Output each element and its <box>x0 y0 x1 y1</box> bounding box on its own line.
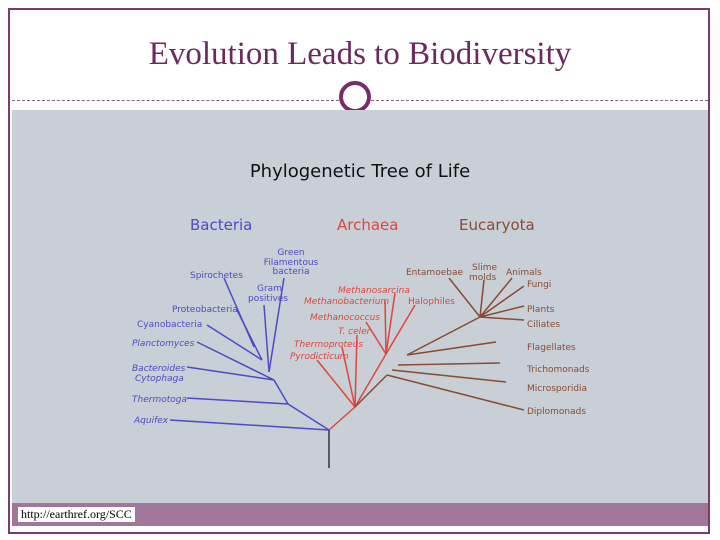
branch-thermoproteus <box>341 346 356 408</box>
branch-halophiles <box>385 304 416 355</box>
label-fungi: Fungi <box>527 280 551 290</box>
label-thermotoga: Thermotoga <box>132 395 187 405</box>
branch-slime-molds <box>479 279 485 318</box>
domain-eucaryota: Eucaryota <box>459 216 535 234</box>
label-planctomyces: Planctomyces <box>132 339 195 349</box>
branch-thermotoga <box>186 397 289 405</box>
branch-aquifex <box>169 419 330 431</box>
branch-cyanobacteria <box>206 324 263 361</box>
label-entamoebae: Entamoebae <box>406 268 463 278</box>
label-methanosarcina: Methanosarcina <box>338 286 410 296</box>
branch-spirochetes <box>223 277 255 348</box>
branch-diplomonads <box>386 374 525 411</box>
slide-frame <box>8 8 710 534</box>
archaea-branches <box>316 292 416 431</box>
branch-planctomyces <box>196 341 275 381</box>
label-methanococcus: Methanococcus <box>310 313 380 323</box>
title-ring-ornament <box>339 81 371 113</box>
label-aquifex: Aquifex <box>133 416 169 426</box>
label-plants: Plants <box>527 305 555 315</box>
label-gram-2: positives <box>248 294 288 304</box>
label-green-filamentous-1: Green <box>277 248 304 258</box>
branch-methanobacterium <box>384 299 387 355</box>
branch-t-celer <box>354 334 358 408</box>
label-proteobacteria: Proteobacteria <box>172 305 238 315</box>
label-slime-2: molds <box>469 273 496 283</box>
branch-methanosarcina <box>385 292 396 355</box>
label-animals: Animals <box>506 268 542 278</box>
branch-animals <box>479 277 513 318</box>
eucaryota-branches <box>354 277 525 411</box>
branch-green-filamentous <box>268 277 285 373</box>
branch-methanococcus <box>365 321 387 355</box>
label-bacteroides-1: Bacteroides <box>132 364 186 374</box>
label-flagellates: Flagellates <box>527 343 576 353</box>
bacteria-branches <box>169 277 330 431</box>
label-green-filamentous-2: Filamentous <box>264 258 319 268</box>
label-halophiles: Halophiles <box>408 297 455 307</box>
source-url: http://earthref.org/SCC <box>18 507 135 522</box>
label-t-celer: T. celer <box>338 327 372 337</box>
branch-archaea-inner <box>354 353 387 408</box>
branch-microsporidia <box>391 369 507 383</box>
branch-eucaryota-inner <box>406 316 481 356</box>
branch-archaea-stem <box>328 406 356 431</box>
label-ciliates: Ciliates <box>527 320 560 330</box>
domain-archaea: Archaea <box>337 216 398 234</box>
label-methanobacterium: Methanobacterium <box>304 297 389 307</box>
branch-pyrodicticum <box>316 359 356 408</box>
domain-bacteria: Bacteria <box>190 216 252 234</box>
branch-ciliates <box>479 316 525 321</box>
branch-bacteria-inner <box>273 379 289 405</box>
label-trichomonads: Trichomonads <box>526 365 590 375</box>
label-bacteroides-2: Cytophaga <box>135 374 184 384</box>
label-slime-1: Slime <box>472 263 497 273</box>
diagram-panel <box>12 110 708 510</box>
label-spirochetes: Spirochetes <box>190 271 243 281</box>
phylogenetic-tree: Phylogenetic Tree of Life Bacteria Archa… <box>132 161 590 468</box>
label-pyrodicticum: Pyrodicticum <box>290 352 349 362</box>
label-green-filamentous-3: bacteria <box>273 267 310 277</box>
label-diplomonads: Diplomonads <box>527 407 586 417</box>
branch-bacteria-stem <box>287 403 330 431</box>
branch-entamoebae <box>448 277 481 318</box>
label-cyanobacteria: Cyanobacteria <box>137 320 202 330</box>
branch-plants <box>479 305 525 318</box>
title-divider-left <box>12 100 339 101</box>
branch-fungi <box>479 285 525 318</box>
branch-flagellates <box>406 341 497 356</box>
label-thermoproteus: Thermoproteus <box>294 340 363 350</box>
label-microsporidia: Microsporidia <box>527 384 587 394</box>
footer-bar <box>12 503 708 526</box>
slide-title: Evolution Leads to Biodiversity <box>148 36 572 72</box>
branch-bacteroides <box>186 366 275 381</box>
diagram-title: Phylogenetic Tree of Life <box>250 161 470 182</box>
branch-trichomonads <box>397 362 501 366</box>
label-gram-1: Gram <box>257 284 282 294</box>
title-divider-right <box>371 100 708 101</box>
branch-gram-positives <box>263 304 270 373</box>
branch-eucaryota-stem <box>354 374 388 408</box>
